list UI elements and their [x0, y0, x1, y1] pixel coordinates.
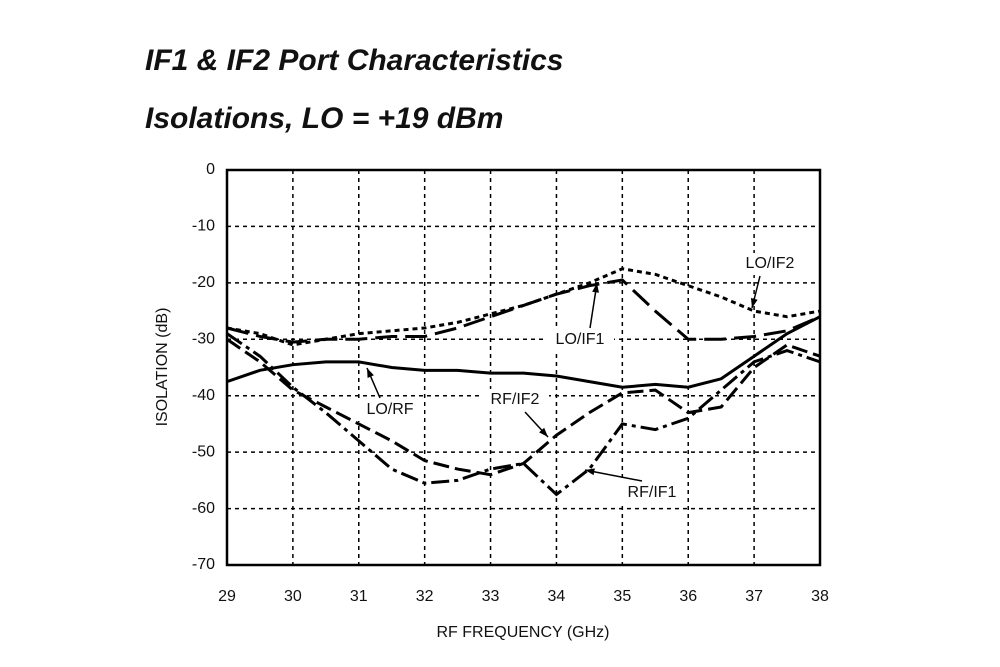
label-bg	[546, 329, 614, 351]
label-bg	[481, 389, 549, 411]
series-label: LO/IF1	[556, 331, 605, 348]
y-tick-label: -60	[192, 500, 215, 517]
x-tick-label: 30	[284, 588, 302, 605]
label-bg	[618, 482, 686, 504]
series-label: RF/IF2	[491, 391, 540, 408]
x-tick-label: 29	[218, 588, 236, 605]
x-tick-label: 34	[548, 588, 566, 605]
arrow-head	[585, 468, 595, 476]
x-tick-label: 33	[482, 588, 500, 605]
y-tick-label: -50	[192, 443, 215, 460]
y-tick-label: -30	[192, 331, 215, 348]
chart-subtitle: Isolations, LO = +19 dBm	[145, 102, 503, 135]
y-tick-label: -20	[192, 274, 215, 291]
series-line	[226, 315, 821, 389]
arrow-head	[750, 298, 758, 308]
x-axis-label: RF FREQUENCY (GHz)	[436, 624, 609, 641]
series-line	[226, 278, 821, 344]
x-tick-label: 35	[613, 588, 631, 605]
y-tick-label: -70	[192, 556, 215, 573]
x-tick-label: 31	[350, 588, 368, 605]
x-tick-label: 36	[679, 588, 697, 605]
chart-title: IF1 & IF2 Port Characteristics	[145, 44, 563, 77]
arrow-head	[367, 368, 374, 378]
series-line	[226, 332, 821, 497]
y-tick-label: -40	[192, 387, 215, 404]
y-tick-label: -10	[192, 218, 215, 235]
arrow-head	[539, 427, 548, 437]
series-label: RF/IF1	[628, 484, 677, 501]
series-line	[226, 338, 821, 477]
y-tick-label: 0	[206, 161, 215, 178]
y-axis-label: ISOLATION (dB)	[154, 308, 171, 427]
callout-arrow	[584, 469, 643, 482]
x-tick-label: 38	[811, 588, 829, 605]
plot-frame	[225, 168, 822, 567]
label-bg	[356, 399, 424, 421]
arrow-head	[592, 283, 599, 293]
series-label: LO/RF	[366, 401, 413, 418]
x-tick-label: 32	[416, 588, 434, 605]
x-tick-label: 37	[745, 588, 763, 605]
series-label: LO/IF2	[746, 255, 795, 272]
label-bg	[736, 253, 804, 275]
